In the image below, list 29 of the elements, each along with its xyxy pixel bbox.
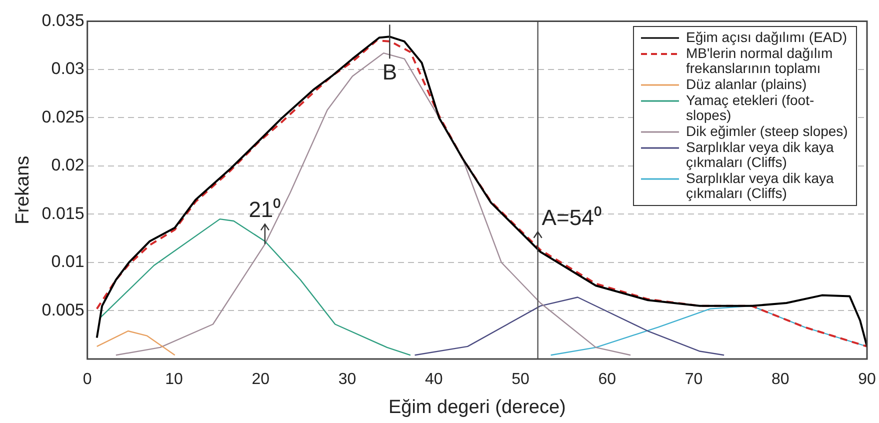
x-tick-label: 90 <box>858 371 876 388</box>
annotation: B <box>382 60 398 85</box>
y-tick-label: 0.01 <box>51 252 84 272</box>
legend-label: Dik eğimler (steep slopes) <box>686 123 848 139</box>
x-tick-label: 30 <box>338 371 356 388</box>
x-tick-label: 10 <box>165 371 183 388</box>
y-tick-label: 0.015 <box>42 204 84 223</box>
legend-label: Düz alanlar (plains) <box>686 76 807 92</box>
y-tick-label: 0.03 <box>51 59 84 78</box>
legend-label: Eğim açısı dağılımı (EAD) <box>686 29 848 45</box>
legend-label: Sarplıklar veya dik kaya çıkmaları (Cliffs) <box>686 170 835 201</box>
y-axis-title: Frekans <box>12 156 34 224</box>
y-tick-label: 0.025 <box>42 107 84 126</box>
x-tick-label: 0 <box>82 371 92 388</box>
x-axis-title: Eğim degeri (derece) <box>388 396 566 418</box>
legend-label: Yamaç etekleri (foot-slopes) <box>686 92 816 123</box>
y-tick-label: 0.035 <box>42 10 84 30</box>
x-tick-label: 60 <box>598 371 616 388</box>
legend-label: Sarplıklar veya dik kaya çıkmaları (Cliffs) <box>686 139 835 170</box>
x-tick-label: 40 <box>424 371 443 388</box>
legend-label: MB'lerin normal dağılım frekanslarının toplamı <box>686 45 834 76</box>
y-tick-label: 0.02 <box>51 156 84 175</box>
annotation: 21⁰ <box>248 197 282 222</box>
x-tick-label: 70 <box>684 371 703 388</box>
x-tick-label: 20 <box>252 371 270 388</box>
x-tick-label: 50 <box>512 371 530 388</box>
annotation: A=54⁰ <box>542 204 602 230</box>
x-tick-label: 80 <box>771 371 790 388</box>
y-tick-label: 0.005 <box>42 300 84 320</box>
